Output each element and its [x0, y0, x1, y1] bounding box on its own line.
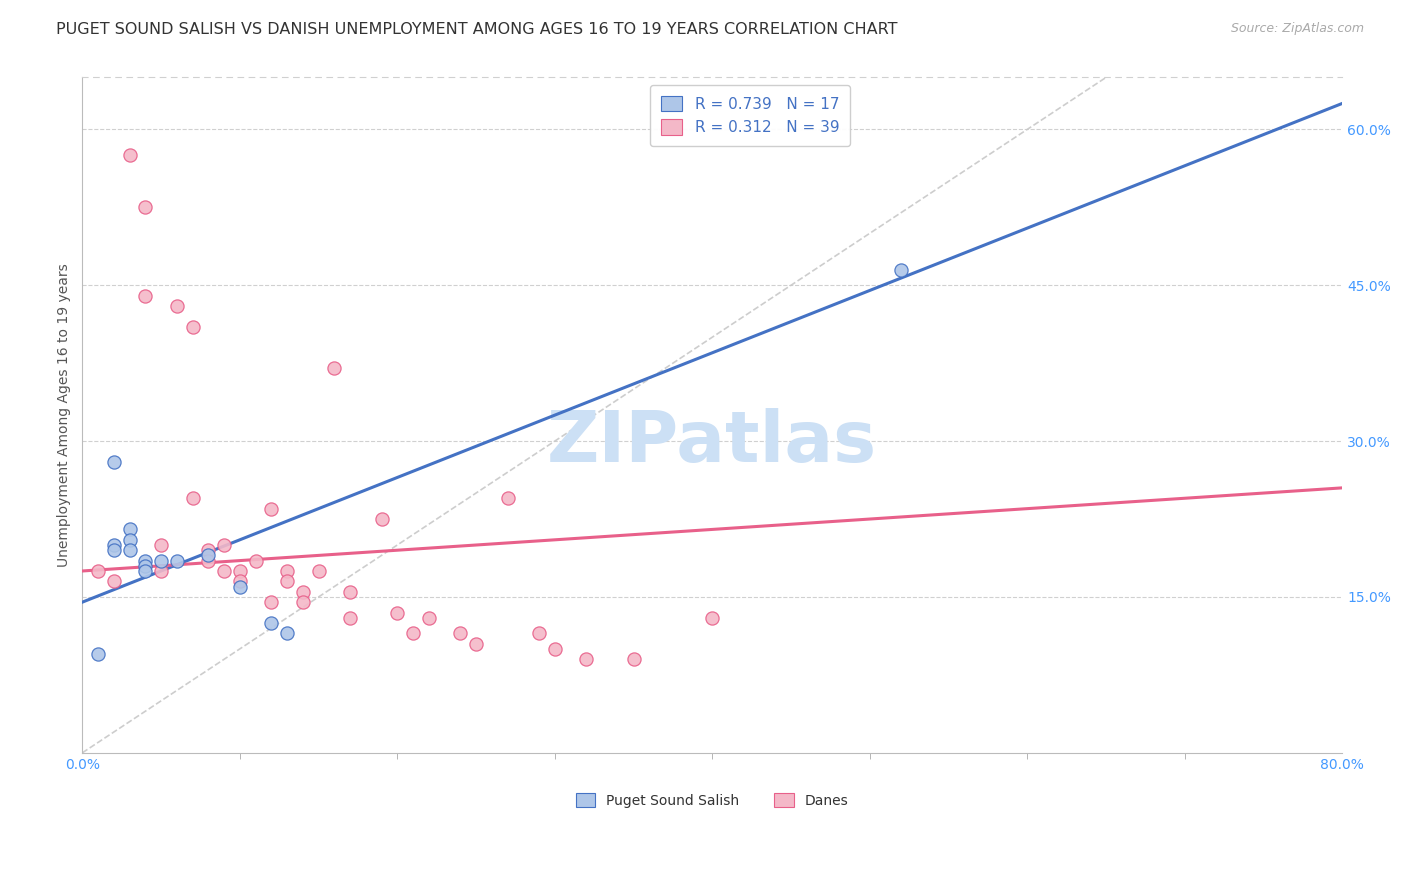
- Point: [134, 558, 156, 573]
- Point: [402, 626, 425, 640]
- Point: [103, 543, 125, 558]
- Point: [339, 611, 361, 625]
- Point: [229, 564, 252, 578]
- Point: [103, 538, 125, 552]
- Point: [118, 148, 141, 162]
- Point: [544, 641, 567, 656]
- Point: [150, 564, 173, 578]
- Point: [229, 580, 252, 594]
- Point: [623, 652, 645, 666]
- Point: [118, 543, 141, 558]
- Point: [118, 533, 141, 547]
- Point: [118, 523, 141, 537]
- Point: [103, 455, 125, 469]
- Point: [496, 491, 519, 506]
- Point: [276, 564, 298, 578]
- Y-axis label: Unemployment Among Ages 16 to 19 years: Unemployment Among Ages 16 to 19 years: [58, 263, 72, 567]
- Point: [197, 549, 219, 563]
- Text: Source: ZipAtlas.com: Source: ZipAtlas.com: [1230, 22, 1364, 36]
- Point: [134, 200, 156, 214]
- Point: [276, 626, 298, 640]
- Point: [197, 553, 219, 567]
- Point: [166, 299, 188, 313]
- Point: [276, 574, 298, 589]
- Point: [87, 564, 110, 578]
- Point: [323, 361, 346, 376]
- Point: [150, 553, 173, 567]
- Point: [260, 595, 283, 609]
- Point: [212, 564, 235, 578]
- Point: [181, 491, 204, 506]
- Point: [134, 288, 156, 302]
- Point: [465, 637, 488, 651]
- Point: [890, 262, 912, 277]
- Point: [197, 543, 219, 558]
- Point: [260, 615, 283, 630]
- Point: [387, 606, 409, 620]
- Point: [370, 512, 392, 526]
- Point: [87, 647, 110, 661]
- Text: ZIPatlas: ZIPatlas: [547, 408, 877, 476]
- Point: [339, 584, 361, 599]
- Point: [260, 501, 283, 516]
- Point: [527, 626, 550, 640]
- Point: [134, 553, 156, 567]
- Point: [181, 319, 204, 334]
- Point: [702, 611, 724, 625]
- Point: [291, 595, 314, 609]
- Legend: Puget Sound Salish, Danes: Puget Sound Salish, Danes: [571, 788, 855, 814]
- Point: [134, 564, 156, 578]
- Point: [212, 538, 235, 552]
- Text: PUGET SOUND SALISH VS DANISH UNEMPLOYMENT AMONG AGES 16 TO 19 YEARS CORRELATION : PUGET SOUND SALISH VS DANISH UNEMPLOYMEN…: [56, 22, 898, 37]
- Point: [150, 538, 173, 552]
- Point: [166, 553, 188, 567]
- Point: [575, 652, 598, 666]
- Point: [229, 574, 252, 589]
- Point: [245, 553, 267, 567]
- Point: [291, 584, 314, 599]
- Point: [418, 611, 440, 625]
- Point: [103, 574, 125, 589]
- Point: [449, 626, 471, 640]
- Point: [308, 564, 330, 578]
